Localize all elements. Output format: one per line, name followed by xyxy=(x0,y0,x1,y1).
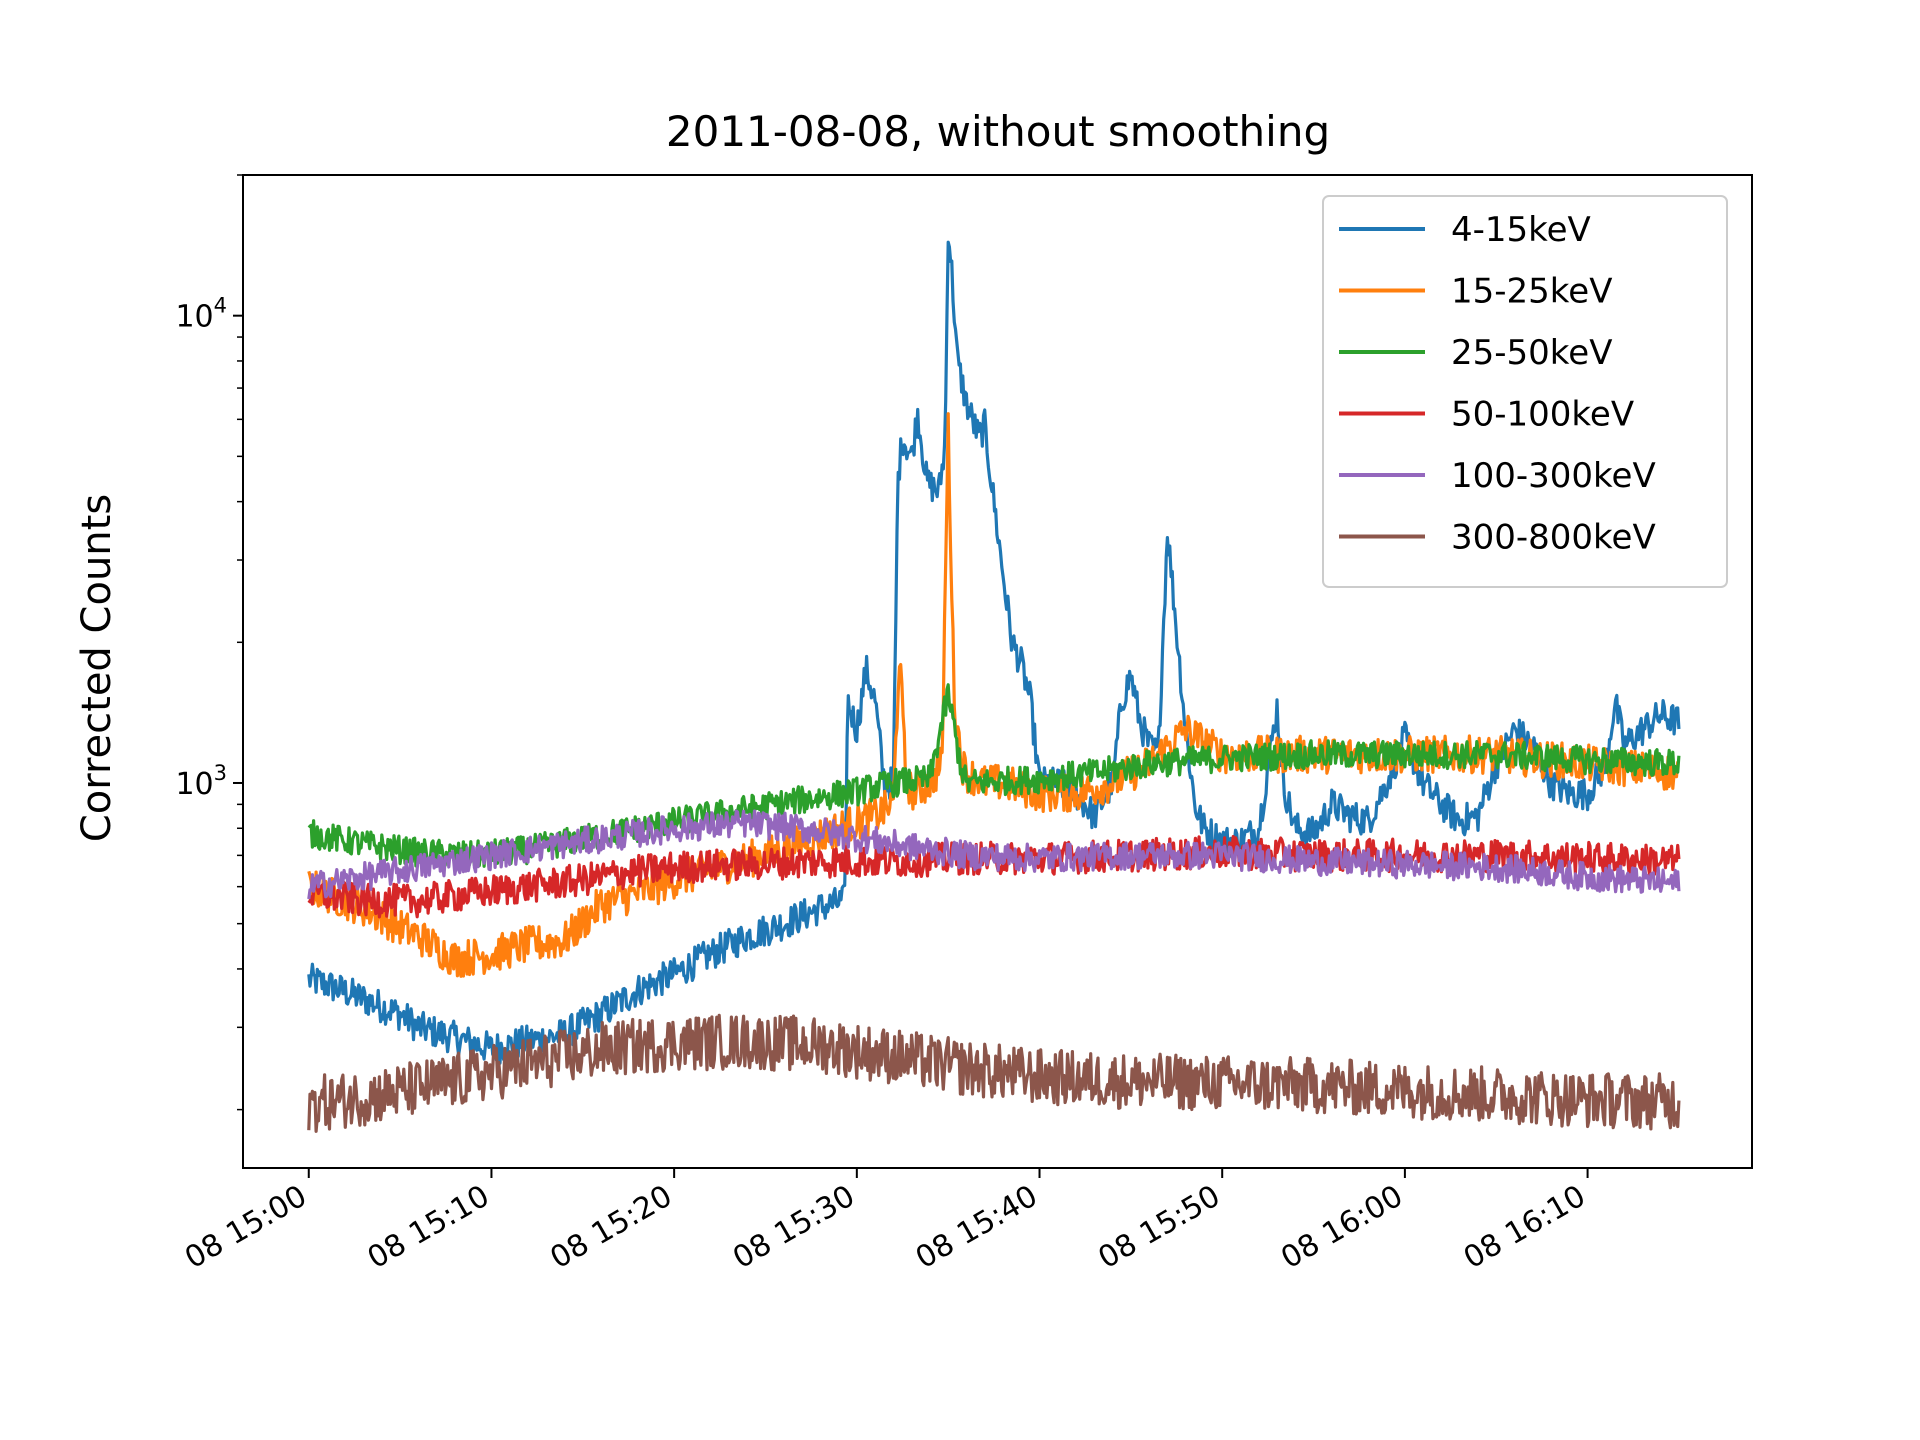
legend-label: 300-800keV xyxy=(1451,518,1656,558)
chart-title: 2011-08-08, without smoothing xyxy=(666,107,1330,156)
series-line-4-15keV xyxy=(307,240,1681,1065)
legend-label: 100-300keV xyxy=(1451,456,1656,496)
legend: 4-15keV 15-25keV 25-50keV 50-100keV 100-300k… xyxy=(1322,195,1728,588)
legend-box xyxy=(1322,195,1728,588)
series-line-100-300keV xyxy=(307,809,1681,900)
legend-label: 4-15keV xyxy=(1451,210,1591,250)
series-line-300-800keV xyxy=(307,1013,1681,1133)
plot-frame xyxy=(242,174,1753,1169)
legend-label: 50-100keV xyxy=(1451,395,1634,435)
y-tick-label: 104 xyxy=(175,294,227,335)
legend-label: 25-50keV xyxy=(1451,333,1612,373)
legend-label: 15-25keV xyxy=(1451,272,1612,312)
y-axis-title: Corrected Counts xyxy=(74,494,120,842)
y-tick-label: 103 xyxy=(175,761,227,802)
